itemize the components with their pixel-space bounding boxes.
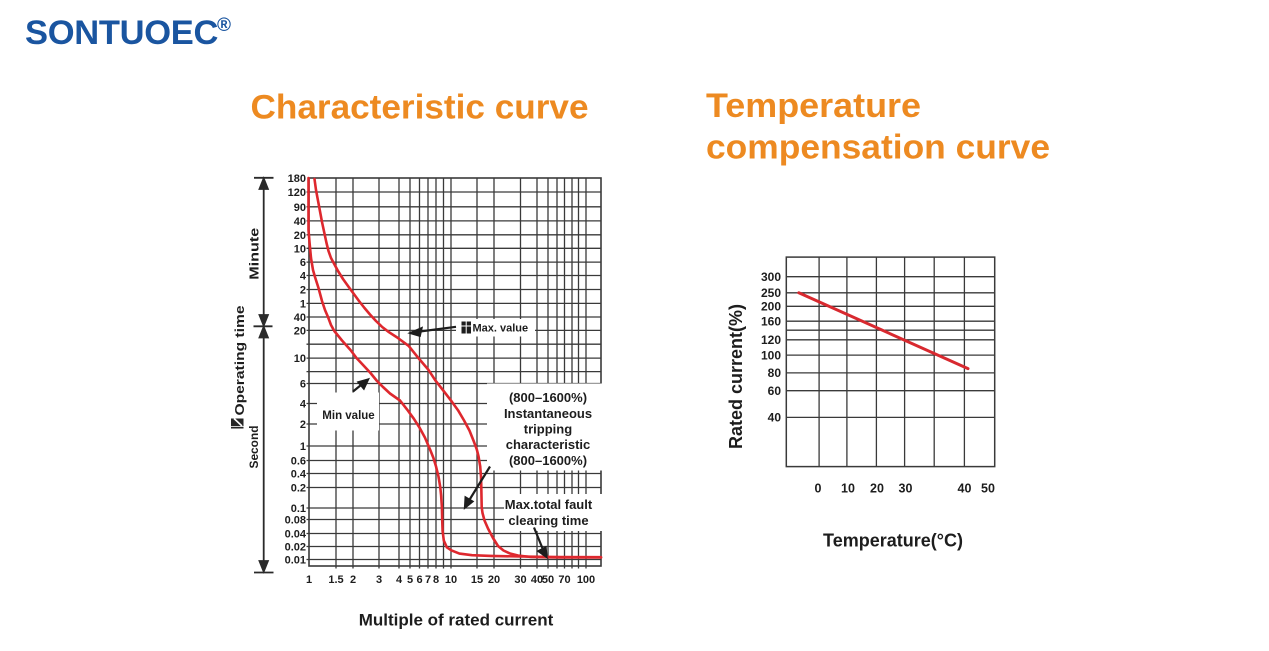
svg-text:7: 7 (425, 574, 431, 586)
svg-text:200: 200 (761, 300, 781, 314)
svg-text:4: 4 (300, 399, 307, 411)
svg-text:100: 100 (577, 574, 595, 586)
svg-text:Instantaneous: Instantaneous (504, 406, 592, 421)
svg-text:0.08: 0.08 (285, 515, 306, 527)
svg-text:2: 2 (300, 419, 306, 431)
svg-text:160: 160 (761, 314, 781, 328)
svg-text:0.04: 0.04 (285, 529, 307, 541)
svg-text:Max. value: Max. value (473, 323, 529, 335)
svg-text:8: 8 (433, 574, 439, 586)
svg-text:1.5: 1.5 (328, 574, 343, 586)
svg-text:15: 15 (471, 574, 483, 586)
svg-text:5: 5 (407, 574, 413, 586)
svg-text:60: 60 (768, 384, 782, 398)
svg-text:50: 50 (981, 482, 995, 496)
svg-text:10: 10 (294, 353, 306, 365)
svg-text:0.4: 0.4 (291, 469, 307, 481)
svg-text:0.2: 0.2 (291, 483, 306, 495)
svg-text:20: 20 (294, 326, 306, 338)
svg-text:30: 30 (899, 482, 913, 496)
svg-text:Operating time: Operating time (232, 306, 247, 416)
svg-text:(800–1600%): (800–1600%) (509, 453, 587, 468)
svg-text:0.1: 0.1 (291, 503, 306, 515)
svg-text:®: ® (217, 15, 231, 36)
svg-text:6: 6 (300, 379, 306, 391)
svg-text:40: 40 (531, 574, 543, 586)
svg-text:0.6: 0.6 (291, 456, 306, 468)
svg-text:50: 50 (542, 574, 554, 586)
svg-text:10: 10 (445, 574, 457, 586)
svg-text:4: 4 (300, 271, 307, 283)
svg-text:characteristic: characteristic (506, 437, 591, 452)
svg-text:250: 250 (761, 286, 781, 300)
svg-text:70: 70 (558, 574, 570, 586)
svg-text:1: 1 (306, 574, 312, 586)
svg-text:Rated current(%): Rated current(%) (726, 304, 746, 449)
svg-text:40: 40 (294, 216, 306, 228)
svg-text:10: 10 (841, 482, 855, 496)
svg-text:2: 2 (300, 285, 306, 297)
svg-text:Temperature(°C): Temperature(°C) (823, 531, 963, 551)
svg-text:Min value: Min value (322, 410, 374, 422)
svg-text:Multiple of rated current: Multiple of rated current (359, 611, 554, 630)
svg-text:Max.total fault: Max.total fault (505, 497, 593, 512)
svg-text:4: 4 (396, 574, 403, 586)
svg-text:120: 120 (761, 333, 781, 347)
svg-text:SONTUOEC: SONTUOEC (25, 14, 218, 52)
svg-text:0.02: 0.02 (285, 542, 306, 554)
svg-text:10: 10 (294, 243, 306, 255)
svg-text:80: 80 (768, 366, 782, 380)
svg-text:tripping: tripping (524, 422, 572, 437)
svg-text:(800–1600%): (800–1600%) (509, 390, 587, 405)
svg-text:2: 2 (350, 574, 356, 586)
svg-text:90: 90 (294, 202, 306, 214)
svg-text:3: 3 (376, 574, 382, 586)
svg-text:20: 20 (294, 230, 306, 242)
svg-text:Temperature: Temperature (706, 87, 921, 125)
svg-text:120: 120 (288, 187, 306, 199)
svg-text:0: 0 (815, 482, 822, 496)
svg-text:40: 40 (768, 411, 782, 425)
svg-text:compensation curve: compensation curve (706, 129, 1050, 167)
svg-text:40: 40 (294, 312, 306, 324)
svg-text:6: 6 (416, 574, 422, 586)
svg-text:6: 6 (300, 257, 306, 269)
svg-text:180: 180 (288, 173, 306, 185)
svg-text:1: 1 (300, 441, 306, 453)
svg-text:30: 30 (514, 574, 526, 586)
svg-text:20: 20 (488, 574, 500, 586)
svg-text:Characteristic curve: Characteristic curve (251, 88, 589, 126)
svg-text:clearing time: clearing time (508, 513, 588, 528)
svg-text:20: 20 (870, 482, 884, 496)
svg-text:40: 40 (958, 482, 972, 496)
svg-text:300: 300 (761, 270, 781, 284)
svg-text:1: 1 (300, 299, 306, 311)
svg-text:Minute: Minute (248, 228, 262, 280)
svg-text:0.01: 0.01 (285, 555, 306, 567)
svg-text:100: 100 (761, 348, 781, 362)
svg-text:Second: Second (249, 426, 261, 469)
